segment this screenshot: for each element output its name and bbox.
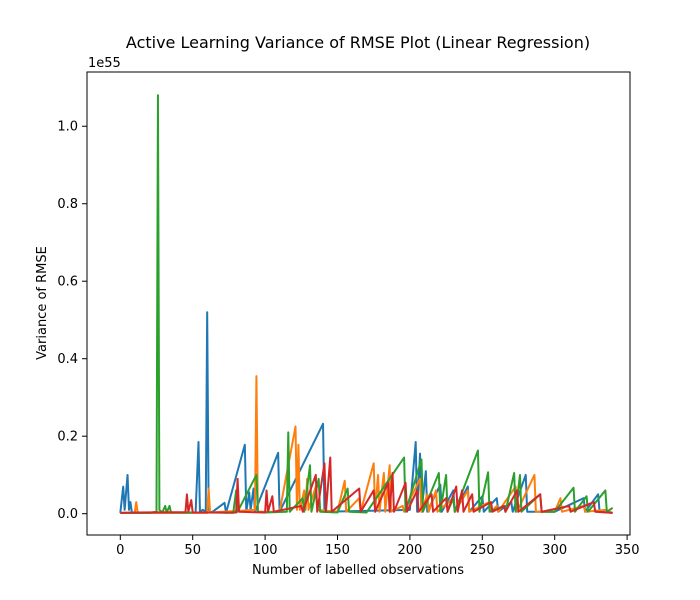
y-tick-label: 0.2 xyxy=(57,430,78,445)
x-tick-label: 250 xyxy=(470,543,495,558)
y-tick-label: 0.0 xyxy=(57,507,78,522)
y-tick-label: 0.4 xyxy=(57,352,78,367)
y-axis-ticks: 0.0 0.2 0.4 0.6 0.8 1.0 xyxy=(57,120,87,522)
x-tick-label: 0 xyxy=(116,543,124,558)
y-tick-label: 0.8 xyxy=(57,197,78,212)
x-axis-ticks: 0 50 100 150 200 250 300 350 xyxy=(116,535,640,558)
x-tick-label: 50 xyxy=(184,543,201,558)
x-tick-label: 100 xyxy=(253,543,278,558)
x-axis-label: Number of labelled observations xyxy=(252,563,464,578)
series-layer xyxy=(119,94,614,514)
plot-area-frame xyxy=(86,71,631,536)
x-tick-label: 200 xyxy=(397,543,422,558)
y-axis-label: Variance of RMSE xyxy=(35,246,50,360)
x-tick-label: 150 xyxy=(325,543,350,558)
y-tick-label: 1.0 xyxy=(57,120,78,135)
y-axis-offset-label: 1e55 xyxy=(88,56,121,71)
series-line-4 xyxy=(120,456,613,514)
x-tick-label: 350 xyxy=(615,543,640,558)
y-tick-label: 0.6 xyxy=(57,275,78,290)
x-tick-label: 300 xyxy=(542,543,567,558)
chart-title: Active Learning Variance of RMSE Plot (L… xyxy=(126,33,590,52)
